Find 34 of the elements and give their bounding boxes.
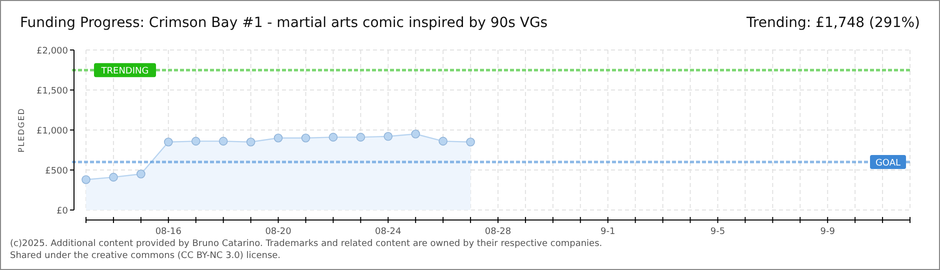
point [82, 175, 90, 184]
point [328, 132, 338, 142]
ref-line-label: TRENDING [100, 66, 149, 77]
x-tick-label: 08-20 [265, 227, 292, 237]
y-tick-label: £0 [56, 206, 68, 216]
x-tick-label: 9-9 [820, 227, 836, 237]
point [274, 134, 283, 142]
point [246, 138, 256, 146]
y-tick-label: £1,500 [36, 86, 68, 96]
chart-title: Funding Progress: Crimson Bay #1 - martial arts comic inspired by 90s VGs [20, 15, 548, 31]
x-tick-label: 08-28 [484, 227, 512, 237]
text: Shared under the creative commons (CC BY-NC 3.0) license. [10, 251, 281, 261]
point [164, 138, 173, 146]
point [411, 130, 420, 138]
point [109, 172, 118, 182]
point [191, 136, 200, 146]
x-tick-label: 08-24 [375, 227, 402, 237]
point [218, 136, 228, 146]
point [136, 170, 146, 178]
ref-line-label: GOAL [875, 158, 901, 168]
y-tick-label: £1,000 [36, 126, 68, 136]
point [384, 132, 393, 141]
point [466, 138, 475, 146]
point [301, 134, 310, 142]
y-tick-label: £500 [45, 166, 68, 176]
y-tick-label: £2,000 [36, 46, 68, 56]
x-tick-label: 9-5 [710, 227, 726, 237]
text: (c)2025. Additional content provided by Bruno Catarino. Trademarks and related content are owned by their respective companies. [10, 239, 602, 249]
x-tick-label: 08-16 [155, 227, 182, 237]
y-axis-title: PLEDGED [17, 108, 26, 152]
x-tick-label: 9-1 [600, 227, 616, 237]
point [356, 132, 366, 142]
text: Trending: £1,748 (291%) [745, 15, 920, 31]
point [438, 136, 448, 146]
